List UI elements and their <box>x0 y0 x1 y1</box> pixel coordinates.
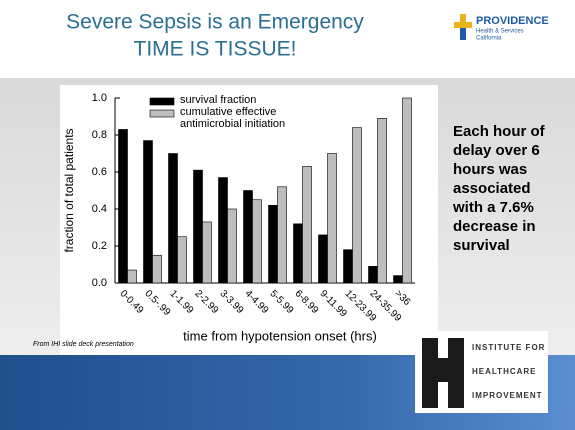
bar <box>143 140 153 284</box>
logo-sub: Health & Services <box>476 29 524 35</box>
bar <box>393 275 403 284</box>
slide-title: Severe Sepsis is an Emergency <box>66 11 364 34</box>
bar <box>377 118 387 284</box>
slide-title: TIME IS TISSUE! <box>134 38 297 61</box>
bar <box>343 249 353 284</box>
bar <box>327 153 337 284</box>
bar <box>168 153 178 284</box>
bar <box>193 169 203 284</box>
bar <box>302 166 312 284</box>
bar <box>118 129 128 284</box>
bar <box>177 236 187 284</box>
y-tick-label: 0.6 <box>92 166 107 178</box>
logo-cross <box>460 14 466 40</box>
legend-swatch <box>149 97 175 106</box>
y-tick-label: 0.8 <box>92 129 107 141</box>
bar <box>152 254 162 284</box>
logo-cross <box>460 28 466 40</box>
legend-swatch <box>149 109 175 118</box>
y-tick-label: 0.2 <box>92 240 107 252</box>
bar <box>402 97 412 284</box>
side-note: Each hour of delay over 6 hours was asso… <box>453 123 545 254</box>
y-axis-label: fraction of total patients <box>62 128 76 252</box>
bar <box>218 177 228 284</box>
y-tick-label: 1.0 <box>92 92 107 104</box>
bar <box>268 205 278 284</box>
ihi-text: HEALTHCARE <box>472 367 537 376</box>
legend-item: survival fraction <box>180 94 257 106</box>
bar <box>202 221 212 284</box>
source-note: From IHI slide deck presentation <box>33 341 134 348</box>
bar <box>352 127 362 284</box>
chart: 0.0 0.2 0.4 0.6 0.8 1.0 fraction of total pati… <box>62 92 415 343</box>
bar <box>318 234 328 284</box>
y-tick-label: 0.0 <box>92 277 107 289</box>
bar <box>127 269 137 284</box>
y-tick-label: 0.4 <box>92 203 107 215</box>
bar <box>293 223 303 284</box>
ihi-mark <box>422 338 464 408</box>
ihi-logo: INSTITUTE FOR HEALTHCARE IMPROVEMENT <box>415 331 548 413</box>
ihi-text: INSTITUTE FOR <box>472 343 545 352</box>
legend-item: cumulative effective antimicrobial initi… <box>180 106 286 130</box>
bar <box>252 199 262 284</box>
bar <box>277 186 287 284</box>
x-axis-label: time from hypotension onset (hrs) <box>183 328 377 343</box>
providence-logo: PROVIDENCE Health & Services California <box>454 14 549 42</box>
legend-label: survival fraction <box>180 94 257 106</box>
ihi-text: IMPROVEMENT <box>472 391 543 400</box>
bar <box>368 266 378 284</box>
logo-name: PROVIDENCE <box>476 15 549 27</box>
logo-sub: California <box>476 36 502 42</box>
bar <box>243 190 253 284</box>
bar <box>227 208 237 284</box>
legend-label: cumulative effective antimicrobial initi… <box>180 106 286 130</box>
